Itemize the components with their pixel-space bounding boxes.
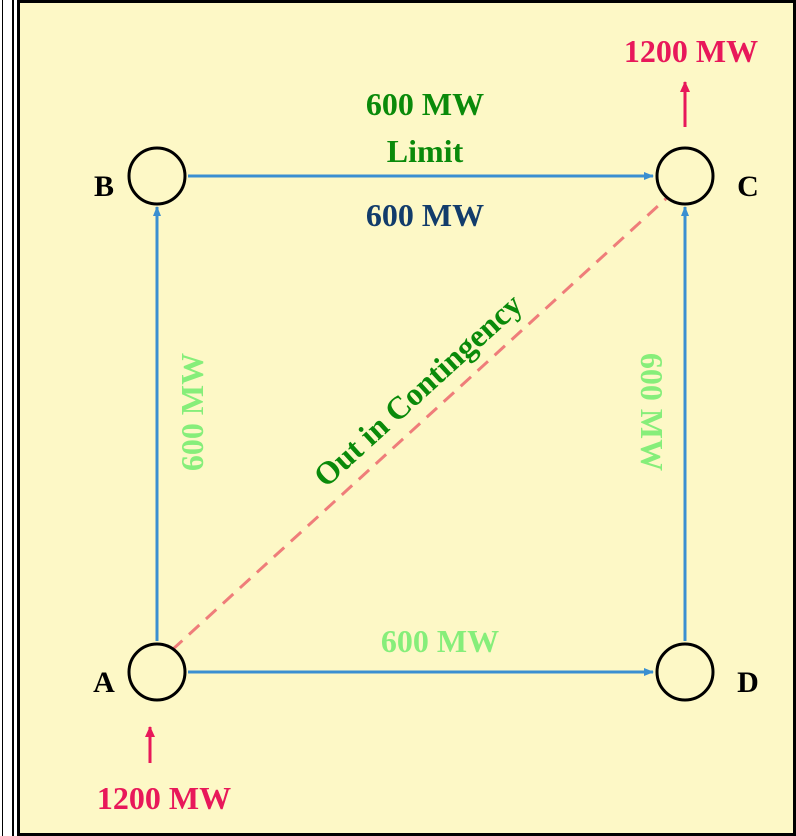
bc-limit-word: Limit xyxy=(387,133,464,169)
line-a-c-outage xyxy=(170,193,672,652)
bus-node-b xyxy=(127,146,187,206)
node-label-d: D xyxy=(737,666,759,699)
withdrawal-label-c: 1200 MW xyxy=(624,33,758,69)
node-label-b: B xyxy=(94,170,114,203)
diagram-panel xyxy=(17,0,796,836)
dc-flow-label: 600 MW xyxy=(634,353,670,471)
node-label-a: A xyxy=(93,666,115,699)
ad-flow-label: 600 MW xyxy=(381,623,499,659)
bc-limit-value: 600 MW xyxy=(366,86,484,122)
injection-label-a: 1200 MW xyxy=(97,780,231,816)
left-frame-strip xyxy=(2,0,14,836)
node-label-c: C xyxy=(737,170,759,203)
bus-node-d xyxy=(655,642,715,702)
bc-flow-label: 600 MW xyxy=(366,197,484,233)
bus-node-a xyxy=(127,642,187,702)
bus-node-c xyxy=(655,146,715,206)
ab-flow-label: 600 MW xyxy=(174,353,210,471)
